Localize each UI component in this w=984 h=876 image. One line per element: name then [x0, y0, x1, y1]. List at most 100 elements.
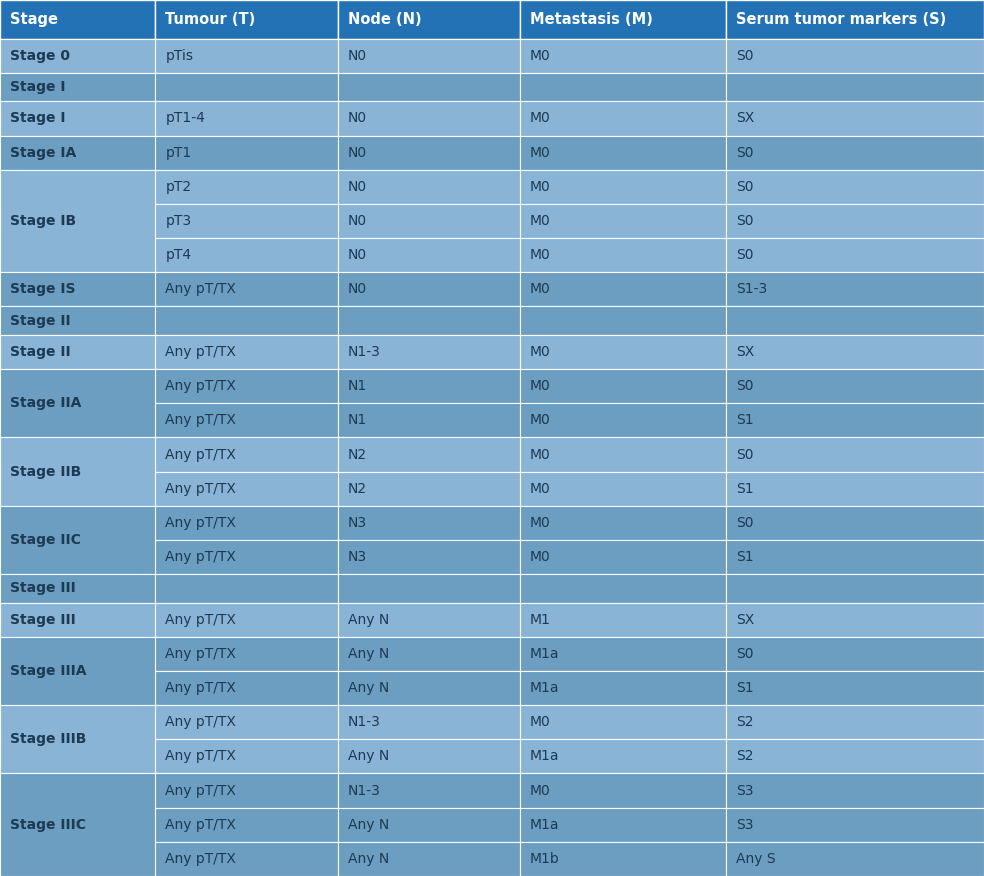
Bar	[520, 637, 726, 671]
Bar	[0, 603, 155, 637]
Bar	[338, 0, 520, 39]
Bar	[338, 471, 520, 505]
Bar	[338, 204, 520, 238]
Bar	[0, 0, 155, 39]
Bar	[726, 238, 984, 272]
Text: M0: M0	[529, 282, 550, 296]
Bar	[0, 335, 155, 369]
Text: S0: S0	[736, 49, 754, 63]
Text: M1a: M1a	[529, 681, 559, 695]
Text: M0: M0	[529, 448, 550, 462]
Bar	[520, 842, 726, 876]
Text: Any N: Any N	[347, 817, 389, 831]
Text: M0: M0	[529, 482, 550, 496]
Bar	[155, 238, 338, 272]
Bar	[726, 170, 984, 204]
Text: M0: M0	[529, 214, 550, 228]
Text: S2: S2	[736, 715, 754, 729]
Text: Any pT/TX: Any pT/TX	[165, 516, 236, 530]
Bar	[726, 204, 984, 238]
Bar	[520, 136, 726, 170]
Text: SX: SX	[736, 612, 755, 626]
Text: N1-3: N1-3	[347, 715, 381, 729]
Text: M1a: M1a	[529, 817, 559, 831]
Text: Any S: Any S	[736, 852, 775, 865]
Bar	[520, 0, 726, 39]
Text: M1: M1	[529, 612, 550, 626]
Text: Any N: Any N	[347, 681, 389, 695]
Bar	[155, 540, 338, 574]
Text: Any N: Any N	[347, 852, 389, 865]
Text: Stage IIIB: Stage IIIB	[10, 732, 87, 746]
Text: Stage IIA: Stage IIA	[10, 396, 82, 410]
Text: Stage IIIC: Stage IIIC	[10, 817, 86, 831]
Bar	[726, 637, 984, 671]
Text: pT3: pT3	[165, 214, 192, 228]
Bar	[0, 437, 155, 505]
Bar	[155, 0, 338, 39]
Text: pTis: pTis	[165, 49, 194, 63]
Bar	[0, 102, 155, 136]
Bar	[155, 272, 338, 307]
Bar	[520, 471, 726, 505]
Text: S2: S2	[736, 749, 754, 763]
Text: Stage III: Stage III	[10, 612, 76, 626]
Text: M0: M0	[529, 413, 550, 427]
Bar	[155, 170, 338, 204]
Text: Tumour (T): Tumour (T)	[165, 12, 256, 27]
Text: Stage: Stage	[10, 12, 58, 27]
Bar	[520, 238, 726, 272]
Bar	[155, 136, 338, 170]
Text: N3: N3	[347, 516, 367, 530]
Bar	[0, 170, 155, 272]
Text: M0: M0	[529, 516, 550, 530]
Text: M0: M0	[529, 550, 550, 564]
Bar	[520, 369, 726, 403]
Text: Any N: Any N	[347, 612, 389, 626]
Text: Any pT/TX: Any pT/TX	[165, 852, 236, 865]
Text: Stage II: Stage II	[10, 345, 71, 359]
Text: N1-3: N1-3	[347, 783, 381, 797]
Text: pT2: pT2	[165, 180, 192, 194]
Text: M0: M0	[529, 180, 550, 194]
Text: Any pT/TX: Any pT/TX	[165, 282, 236, 296]
Text: pT4: pT4	[165, 248, 192, 262]
Bar	[0, 637, 155, 705]
Text: pT1: pT1	[165, 145, 192, 159]
Text: Any pT/TX: Any pT/TX	[165, 783, 236, 797]
Bar	[155, 204, 338, 238]
Bar	[520, 505, 726, 540]
Text: Any pT/TX: Any pT/TX	[165, 749, 236, 763]
Bar	[726, 603, 984, 637]
Text: M0: M0	[529, 783, 550, 797]
Text: Stage IIB: Stage IIB	[10, 464, 82, 478]
Text: Any pT/TX: Any pT/TX	[165, 345, 236, 359]
Bar	[726, 505, 984, 540]
Text: N1-3: N1-3	[347, 345, 381, 359]
Bar	[155, 102, 338, 136]
Bar	[338, 540, 520, 574]
Bar	[726, 369, 984, 403]
Bar	[726, 739, 984, 774]
Bar	[520, 774, 726, 808]
Bar	[155, 739, 338, 774]
Bar	[520, 603, 726, 637]
Bar	[0, 307, 155, 335]
Text: Stage IB: Stage IB	[10, 214, 76, 228]
Bar	[726, 774, 984, 808]
Bar	[520, 335, 726, 369]
Text: Any N: Any N	[347, 646, 389, 661]
Bar	[726, 39, 984, 73]
Bar	[520, 574, 726, 603]
Bar	[0, 272, 155, 307]
Text: Any N: Any N	[347, 749, 389, 763]
Bar	[520, 102, 726, 136]
Text: S0: S0	[736, 180, 754, 194]
Text: M0: M0	[529, 145, 550, 159]
Text: M0: M0	[529, 345, 550, 359]
Bar	[520, 403, 726, 437]
Bar	[726, 540, 984, 574]
Bar	[338, 671, 520, 705]
Text: Any pT/TX: Any pT/TX	[165, 817, 236, 831]
Bar	[338, 808, 520, 842]
